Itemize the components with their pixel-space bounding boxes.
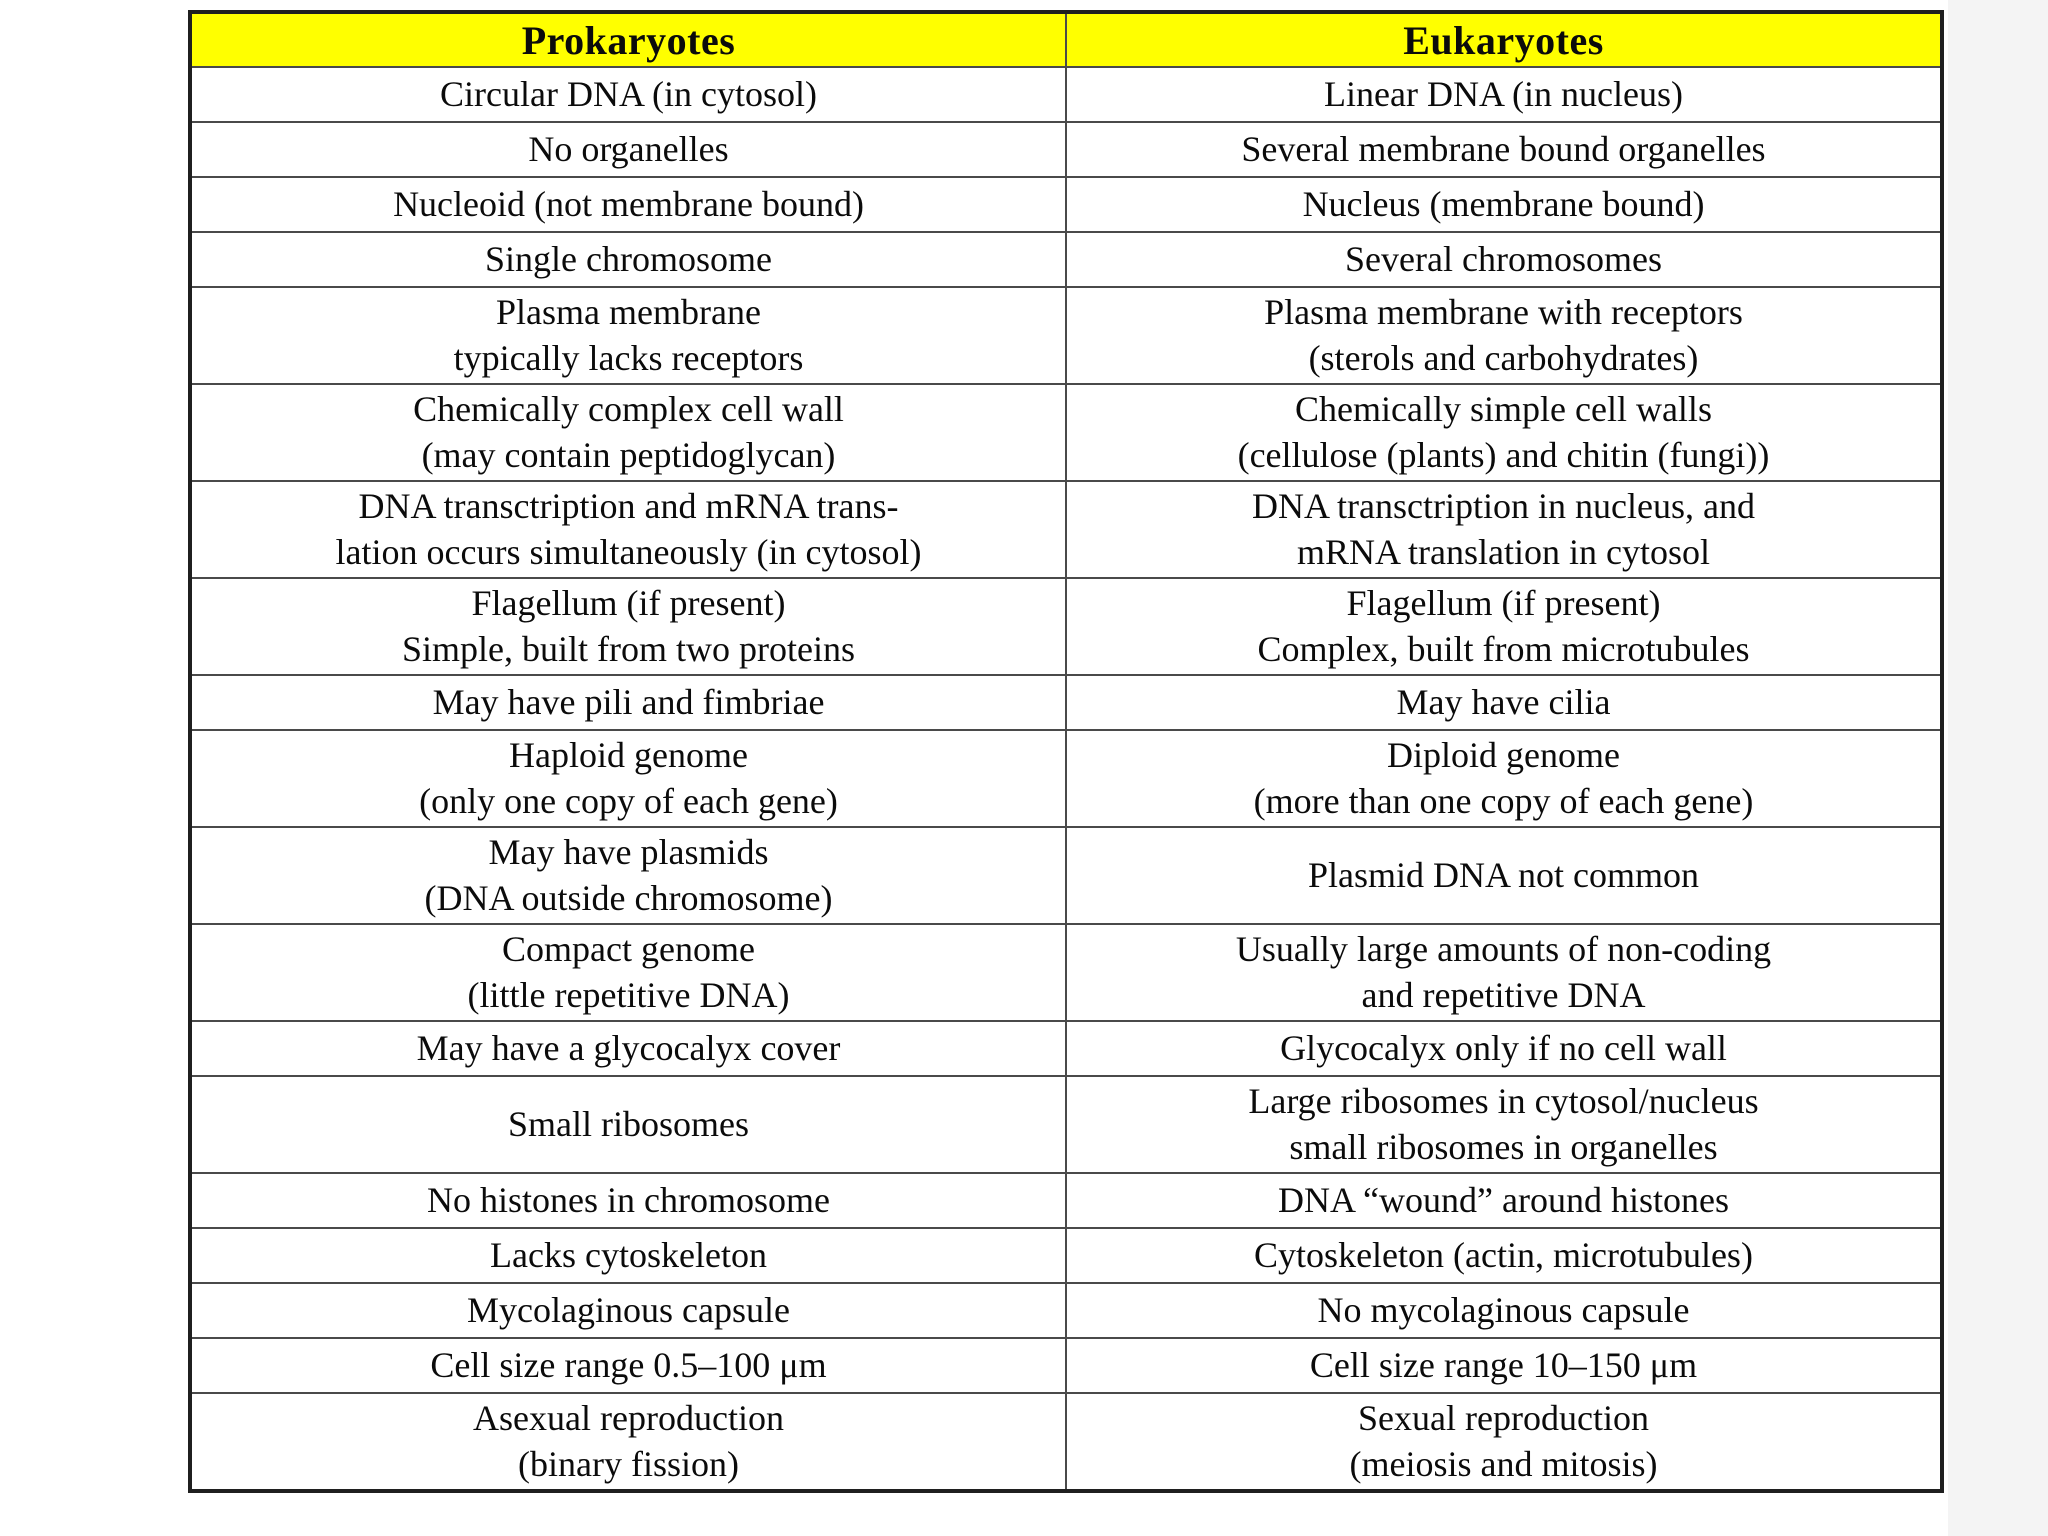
eukaryote-cell: Several chromosomes bbox=[1065, 231, 1943, 288]
eukaryote-cell: Large ribosomes in cytosol/nucleus small… bbox=[1065, 1075, 1943, 1174]
eukaryote-cell: Glycocalyx only if no cell wall bbox=[1065, 1020, 1943, 1077]
prokaryote-cell: Haploid genome (only one copy of each ge… bbox=[189, 729, 1067, 828]
table-row: Flagellum (if present) Simple, built fro… bbox=[189, 577, 1943, 676]
prokaryote-cell: Mycolaginous capsule bbox=[189, 1282, 1067, 1339]
prokaryote-cell: Lacks cytoskeleton bbox=[189, 1227, 1067, 1284]
prokaryote-cell: Asexual reproduction (binary fission) bbox=[189, 1392, 1067, 1492]
eukaryote-cell: Linear DNA (in nucleus) bbox=[1065, 66, 1943, 123]
eukaryote-cell: Chemically simple cell walls (cellulose … bbox=[1065, 383, 1943, 482]
eukaryote-cell: No mycolaginous capsule bbox=[1065, 1282, 1943, 1339]
prokaryote-cell: Nucleoid (not membrane bound) bbox=[189, 176, 1067, 233]
table-row: Nucleoid (not membrane bound) Nucleus (m… bbox=[189, 176, 1943, 233]
eukaryote-cell: DNA transctription in nucleus, and mRNA … bbox=[1065, 480, 1943, 579]
eukaryote-cell: Plasmid DNA not common bbox=[1065, 826, 1943, 925]
prokaryote-cell: Compact genome (little repetitive DNA) bbox=[189, 923, 1067, 1022]
eukaryote-cell: Nucleus (membrane bound) bbox=[1065, 176, 1943, 233]
table-row: Mycolaginous capsule No mycolaginous cap… bbox=[189, 1282, 1943, 1339]
prokaryote-cell: May have plasmids (DNA outside chromosom… bbox=[189, 826, 1067, 925]
table-row: Plasma membrane typically lacks receptor… bbox=[189, 286, 1943, 385]
prokaryote-cell: Single chromosome bbox=[189, 231, 1067, 288]
prokaryote-cell: No histones in chromosome bbox=[189, 1172, 1067, 1229]
eukaryotes-header: Eukaryotes bbox=[1065, 11, 1943, 68]
prokaryote-cell: Flagellum (if present) Simple, built fro… bbox=[189, 577, 1067, 676]
prokaryote-cell: Chemically complex cell wall (may contai… bbox=[189, 383, 1067, 482]
table-row: Chemically complex cell wall (may contai… bbox=[189, 383, 1943, 482]
prokaryotes-eukaryotes-comparison-table: Prokaryotes Eukaryotes Circular DNA (in … bbox=[188, 10, 1944, 1493]
eukaryote-cell: Usually large amounts of non-coding and … bbox=[1065, 923, 1943, 1022]
page-margin-right bbox=[1948, 0, 2048, 1536]
table-row: Compact genome (little repetitive DNA) U… bbox=[189, 923, 1943, 1022]
prokaryotes-header: Prokaryotes bbox=[189, 11, 1067, 68]
eukaryote-cell: Several membrane bound organelles bbox=[1065, 121, 1943, 178]
eukaryote-cell: Plasma membrane with receptors (sterols … bbox=[1065, 286, 1943, 385]
prokaryote-cell: DNA transctription and mRNA trans- latio… bbox=[189, 480, 1067, 579]
table-row: No histones in chromosome DNA “wound” ar… bbox=[189, 1172, 1943, 1229]
table-row: May have a glycocalyx cover Glycocalyx o… bbox=[189, 1020, 1943, 1077]
table-row: May have plasmids (DNA outside chromosom… bbox=[189, 826, 1943, 925]
table-row: Small ribosomes Large ribosomes in cytos… bbox=[189, 1075, 1943, 1174]
table-row: Single chromosome Several chromosomes bbox=[189, 231, 1943, 288]
table-row: DNA transctription and mRNA trans- latio… bbox=[189, 480, 1943, 579]
prokaryote-cell: No organelles bbox=[189, 121, 1067, 178]
eukaryote-cell: Cell size range 10–150 μm bbox=[1065, 1337, 1943, 1394]
prokaryote-cell: Circular DNA (in cytosol) bbox=[189, 66, 1067, 123]
eukaryote-cell: Cytoskeleton (actin, microtubules) bbox=[1065, 1227, 1943, 1284]
table-row: Haploid genome (only one copy of each ge… bbox=[189, 729, 1943, 828]
eukaryote-cell: Diploid genome (more than one copy of ea… bbox=[1065, 729, 1943, 828]
table-row: Lacks cytoskeleton Cytoskeleton (actin, … bbox=[189, 1227, 1943, 1284]
table-row: Cell size range 0.5–100 μm Cell size ran… bbox=[189, 1337, 1943, 1394]
eukaryote-cell: May have cilia bbox=[1065, 674, 1943, 731]
header-row: Prokaryotes Eukaryotes bbox=[189, 11, 1943, 68]
eukaryote-cell: Sexual reproduction (meiosis and mitosis… bbox=[1065, 1392, 1943, 1492]
table-row: May have pili and fimbriae May have cili… bbox=[189, 674, 1943, 731]
eukaryote-cell: Flagellum (if present) Complex, built fr… bbox=[1065, 577, 1943, 676]
prokaryote-cell: Plasma membrane typically lacks receptor… bbox=[189, 286, 1067, 385]
comparison-table-container: Prokaryotes Eukaryotes Circular DNA (in … bbox=[188, 10, 1944, 1493]
table-row: Asexual reproduction (binary fission) Se… bbox=[189, 1392, 1943, 1492]
prokaryote-cell: May have a glycocalyx cover bbox=[189, 1020, 1067, 1077]
prokaryote-cell: Small ribosomes bbox=[189, 1075, 1067, 1174]
eukaryote-cell: DNA “wound” around histones bbox=[1065, 1172, 1943, 1229]
table-row: No organelles Several membrane bound org… bbox=[189, 121, 1943, 178]
prokaryote-cell: Cell size range 0.5–100 μm bbox=[189, 1337, 1067, 1394]
prokaryote-cell: May have pili and fimbriae bbox=[189, 674, 1067, 731]
table-row: Circular DNA (in cytosol) Linear DNA (in… bbox=[189, 66, 1943, 123]
